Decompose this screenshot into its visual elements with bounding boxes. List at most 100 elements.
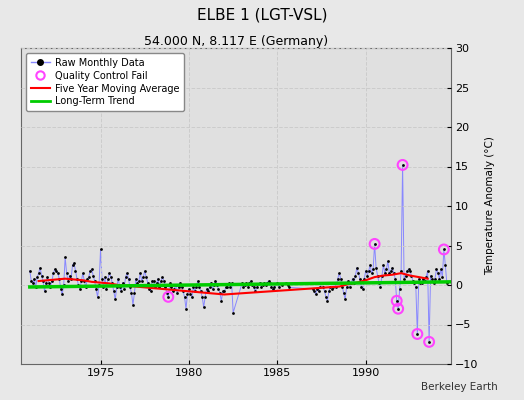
Point — [193, 278, 202, 284]
Point — [164, 294, 172, 300]
Point — [409, 278, 417, 284]
Point — [133, 280, 141, 286]
Point — [138, 278, 146, 284]
Point — [310, 288, 319, 294]
Text: ELBE 1 (LGT-VSL): ELBE 1 (LGT-VSL) — [196, 8, 328, 23]
Point — [179, 288, 187, 294]
Point — [77, 278, 85, 284]
Point — [336, 276, 345, 282]
Point — [353, 264, 361, 271]
Point — [95, 282, 103, 288]
Point — [406, 268, 414, 274]
Point — [84, 274, 93, 280]
Point — [37, 272, 46, 279]
Point — [248, 282, 256, 288]
Point — [416, 280, 424, 286]
Point — [226, 284, 234, 290]
Point — [154, 276, 162, 282]
Point — [223, 283, 232, 290]
Point — [196, 288, 205, 294]
Point — [115, 283, 124, 290]
Point — [370, 241, 379, 247]
Point — [435, 276, 444, 282]
Point — [323, 298, 332, 304]
Point — [356, 276, 364, 282]
Point — [99, 284, 107, 290]
Point — [332, 284, 341, 290]
Point — [186, 291, 194, 298]
Point — [36, 264, 45, 271]
Point — [344, 278, 352, 284]
Point — [185, 286, 193, 292]
Point — [420, 278, 429, 284]
Point — [338, 283, 346, 290]
Point — [428, 276, 436, 282]
Point — [309, 286, 317, 292]
Point — [425, 339, 433, 345]
Point — [62, 270, 71, 276]
Point — [322, 294, 330, 300]
Point — [372, 264, 380, 271]
Point — [345, 283, 354, 290]
Point — [195, 283, 203, 290]
Point — [86, 268, 94, 274]
Point — [214, 286, 223, 292]
Point — [118, 280, 127, 286]
Point — [401, 272, 410, 279]
Point — [170, 286, 178, 292]
Point — [396, 286, 404, 292]
Point — [166, 280, 174, 287]
Point — [423, 268, 432, 274]
Point — [357, 283, 366, 290]
Point — [79, 270, 87, 276]
Point — [189, 284, 198, 290]
Point — [136, 270, 145, 276]
Point — [93, 294, 102, 300]
Point — [182, 306, 190, 312]
Point — [370, 241, 379, 247]
Point — [160, 278, 168, 284]
Point — [105, 270, 114, 276]
Text: Berkeley Earth: Berkeley Earth — [421, 382, 498, 392]
Point — [378, 272, 386, 279]
Point — [311, 291, 320, 298]
Point — [397, 268, 406, 274]
Point — [247, 278, 255, 284]
Point — [57, 286, 65, 292]
Point — [157, 278, 165, 284]
Point — [211, 278, 220, 284]
Point — [434, 270, 442, 276]
Point — [210, 282, 218, 288]
Point — [61, 254, 69, 260]
Point — [436, 266, 445, 272]
Point — [391, 276, 399, 282]
Point — [257, 283, 265, 290]
Point — [258, 282, 267, 288]
Point — [440, 246, 448, 253]
Point — [31, 284, 40, 290]
Point — [251, 288, 259, 294]
Point — [82, 284, 90, 290]
Point — [405, 266, 413, 272]
Point — [217, 298, 225, 304]
Point — [425, 339, 433, 345]
Point — [49, 270, 58, 276]
Point — [209, 286, 217, 292]
Point — [88, 266, 96, 272]
Point — [48, 278, 56, 284]
Point — [400, 276, 408, 282]
Point — [363, 272, 372, 279]
Point — [418, 280, 426, 287]
Point — [176, 280, 184, 286]
Point — [387, 268, 395, 274]
Point — [407, 272, 416, 279]
Point — [107, 274, 115, 280]
Point — [427, 272, 435, 279]
Point — [335, 270, 343, 276]
Point — [198, 294, 206, 300]
Point — [161, 284, 170, 290]
Point — [328, 286, 336, 292]
Point — [225, 280, 233, 287]
Point — [350, 280, 358, 286]
Point — [360, 276, 368, 282]
